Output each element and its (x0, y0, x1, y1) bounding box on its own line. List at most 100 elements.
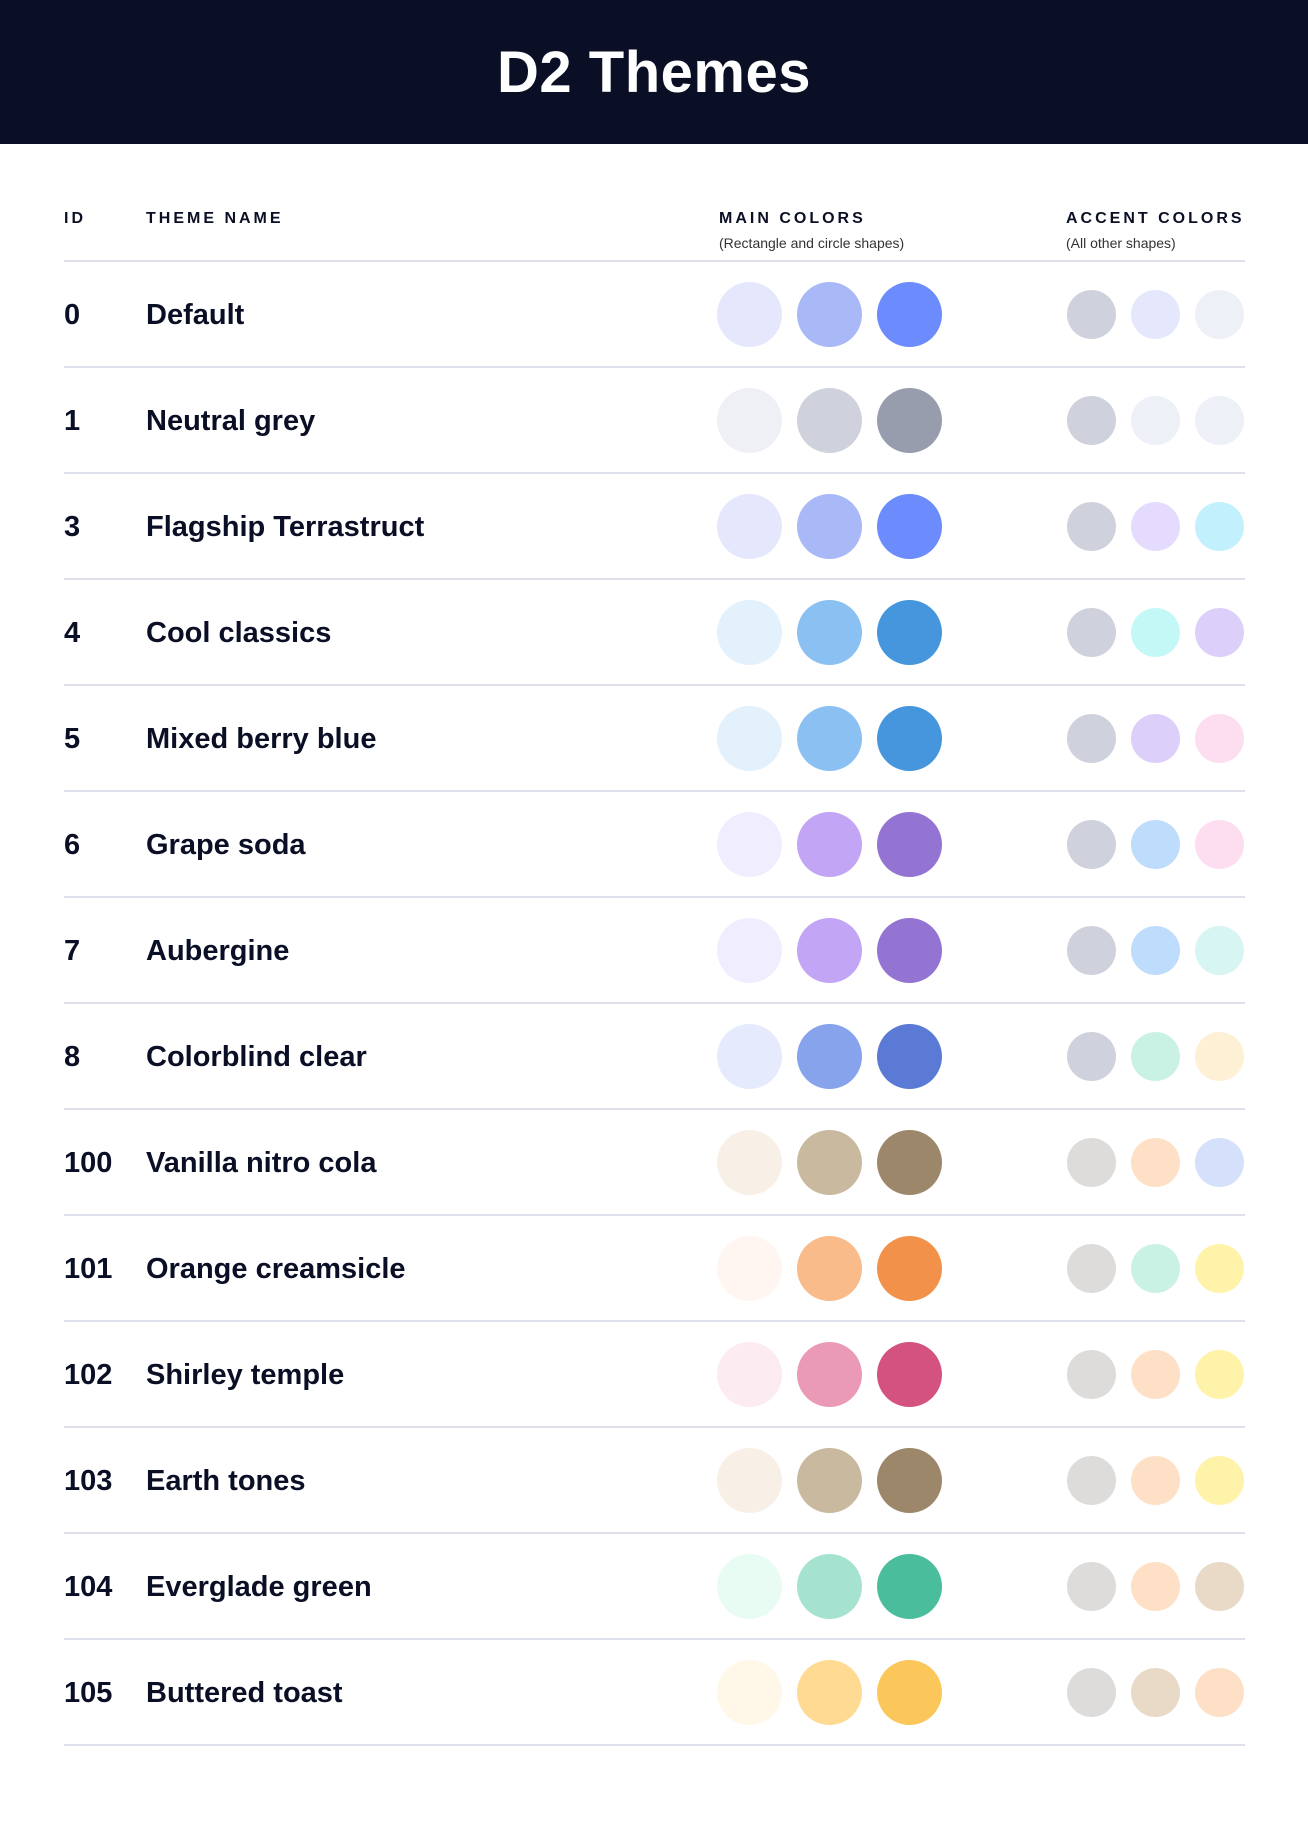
row-divider (64, 366, 1245, 368)
row-divider (64, 1002, 1245, 1004)
theme-row: 105 Buttered toast (0, 1640, 1308, 1746)
accent-color-swatch (1067, 926, 1116, 975)
accent-color-swatch (1195, 502, 1244, 551)
accent-color-swatch (1131, 1350, 1180, 1399)
main-color-swatch (797, 388, 862, 453)
theme-row: 103 Earth tones (0, 1428, 1308, 1534)
theme-id: 4 (64, 617, 81, 649)
accent-color-swatch (1067, 820, 1116, 869)
accent-color-swatch (1067, 1668, 1116, 1717)
theme-id: 7 (64, 935, 81, 967)
theme-id: 102 (64, 1359, 113, 1391)
row-divider (64, 790, 1245, 792)
main-color-swatch (797, 1554, 862, 1619)
theme-row: 104 Everglade green (0, 1534, 1308, 1640)
accent-color-swatch (1131, 502, 1180, 551)
main-color-swatch (797, 812, 862, 877)
theme-id: 104 (64, 1571, 113, 1603)
accent-color-swatch (1195, 1032, 1244, 1081)
main-color-swatch (877, 1130, 942, 1195)
theme-id: 103 (64, 1465, 113, 1497)
row-divider (64, 1426, 1245, 1428)
accent-color-swatch (1195, 820, 1244, 869)
accent-color-swatch (1131, 714, 1180, 763)
main-color-swatch (877, 812, 942, 877)
page-title: D2 Themes (497, 39, 811, 105)
theme-row: 1 Neutral grey (0, 368, 1308, 474)
accent-color-swatch (1067, 608, 1116, 657)
accent-color-swatch (1131, 396, 1180, 445)
main-color-swatch (797, 706, 862, 771)
theme-id: 8 (64, 1041, 81, 1073)
main-color-swatch (877, 494, 942, 559)
accent-color-swatch (1067, 1244, 1116, 1293)
theme-name: Default (146, 299, 245, 331)
theme-name: Orange creamsicle (146, 1253, 406, 1285)
accent-color-swatch (1131, 608, 1180, 657)
accent-color-swatch (1195, 926, 1244, 975)
row-divider (64, 578, 1245, 580)
main-color-swatch (717, 1236, 782, 1301)
accent-color-swatch (1131, 1244, 1180, 1293)
column-subheader-accent: (All other shapes) (1066, 235, 1176, 251)
theme-row: 0 Default (0, 262, 1308, 368)
theme-row: 101 Orange creamsicle (0, 1216, 1308, 1322)
main-color-swatch (877, 706, 942, 771)
main-color-swatch (717, 1448, 782, 1513)
theme-name: Neutral grey (146, 405, 316, 437)
main-color-swatch (717, 1130, 782, 1195)
main-color-swatch (877, 1342, 942, 1407)
main-color-swatch (797, 1342, 862, 1407)
main-color-swatch (877, 282, 942, 347)
theme-name: Cool classics (146, 617, 332, 649)
accent-color-swatch (1067, 1350, 1116, 1399)
main-color-swatch (877, 388, 942, 453)
row-divider (64, 1214, 1245, 1216)
theme-name: Everglade green (146, 1571, 372, 1603)
main-color-swatch (797, 1130, 862, 1195)
accent-color-swatch (1195, 1456, 1244, 1505)
accent-color-swatch (1131, 290, 1180, 339)
theme-name: Aubergine (146, 935, 290, 967)
accent-color-swatch (1131, 820, 1180, 869)
main-color-swatch (797, 1660, 862, 1725)
accent-color-swatch (1067, 1456, 1116, 1505)
row-divider (64, 1108, 1245, 1110)
theme-name: Flagship Terrastruct (146, 511, 425, 543)
theme-id: 3 (64, 511, 81, 543)
theme-row: 5 Mixed berry blue (0, 686, 1308, 792)
theme-id: 0 (64, 299, 81, 331)
main-color-swatch (877, 1660, 942, 1725)
row-divider (64, 896, 1245, 898)
main-color-swatch (797, 1448, 862, 1513)
main-color-swatch (797, 1024, 862, 1089)
accent-color-swatch (1067, 1562, 1116, 1611)
column-header-id: ID (64, 210, 86, 227)
main-color-swatch (717, 1660, 782, 1725)
row-divider (64, 472, 1245, 474)
accent-color-swatch (1067, 396, 1116, 445)
theme-row: 100 Vanilla nitro cola (0, 1110, 1308, 1216)
main-color-swatch (877, 1236, 942, 1301)
main-color-swatch (877, 1448, 942, 1513)
main-color-swatch (877, 918, 942, 983)
theme-row: 102 Shirley temple (0, 1322, 1308, 1428)
main-color-swatch (717, 812, 782, 877)
main-color-swatch (797, 600, 862, 665)
theme-id: 1 (64, 405, 81, 437)
accent-color-swatch (1195, 1668, 1244, 1717)
accent-color-swatch (1131, 1562, 1180, 1611)
accent-color-swatch (1067, 714, 1116, 763)
column-subheader-main: (Rectangle and circle shapes) (719, 235, 905, 251)
column-header-accent: ACCENT COLORS (1066, 210, 1245, 227)
main-color-swatch (797, 1236, 862, 1301)
theme-row: 4 Cool classics (0, 580, 1308, 686)
theme-id: 101 (64, 1253, 113, 1285)
accent-color-swatch (1131, 926, 1180, 975)
main-color-swatch (797, 494, 862, 559)
accent-color-swatch (1195, 290, 1244, 339)
main-color-swatch (877, 1024, 942, 1089)
main-color-swatch (717, 918, 782, 983)
row-divider (64, 1744, 1245, 1746)
row-divider (64, 1320, 1245, 1322)
